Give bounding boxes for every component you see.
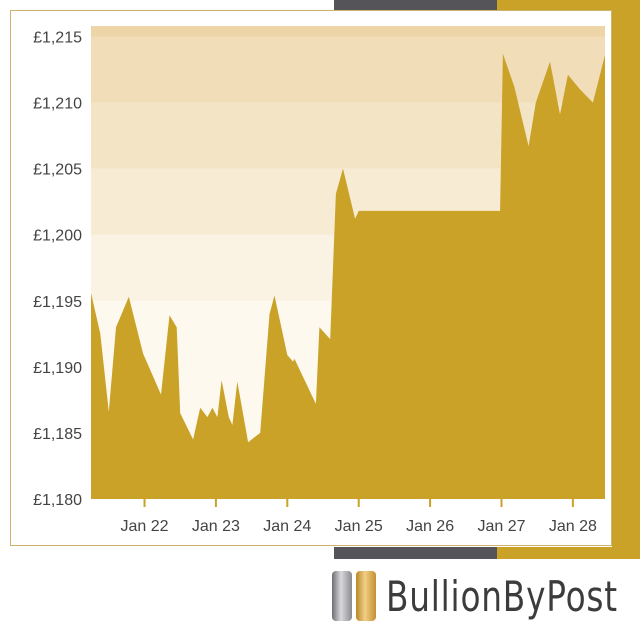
x-tick-label: Jan 22	[121, 518, 169, 535]
y-tick-label: £1,185	[33, 426, 82, 443]
brand-name: BullionByPost	[386, 571, 618, 621]
price-area	[91, 53, 605, 499]
bottom-gold-accent	[497, 547, 640, 559]
y-tick-label: £1,210	[33, 96, 82, 113]
top-gold-accent	[497, 0, 640, 10]
x-tick-label: Jan 24	[263, 518, 311, 535]
y-tick-label: £1,190	[33, 360, 82, 377]
y-tick-label: £1,180	[33, 492, 82, 509]
grid-band	[91, 26, 605, 37]
y-tick-label: £1,200	[33, 228, 82, 245]
silver-bar-icon	[332, 571, 352, 621]
y-axis-ticks: £1,180 £1,185 £1,190 £1,195 £1,200 £1,205 £1,2…	[33, 30, 82, 510]
price-chart: £1,180 £1,185 £1,190 £1,195 £1,200 £1,205 £1,2…	[33, 26, 605, 535]
brand-logo: BullionByPost	[332, 570, 640, 622]
right-gold-accent	[612, 10, 640, 558]
x-tick-label: Jan 23	[192, 518, 240, 535]
x-tick-label: Jan 28	[549, 518, 597, 535]
x-tick-label: Jan 27	[477, 518, 525, 535]
y-tick-label: £1,195	[33, 294, 82, 311]
x-tick-label: Jan 25	[335, 518, 383, 535]
gold-bar-icon	[356, 571, 376, 621]
y-tick-label: £1,215	[33, 30, 82, 47]
top-dark-accent	[334, 0, 497, 10]
x-axis-ticks: Jan 22 Jan 23 Jan 24 Jan 25 Jan 26 Jan 27 Jan …	[121, 499, 597, 535]
bottom-dark-accent	[334, 547, 497, 559]
x-tick-label: Jan 26	[406, 518, 454, 535]
y-tick-label: £1,205	[33, 162, 82, 179]
grid-band	[91, 36, 605, 103]
